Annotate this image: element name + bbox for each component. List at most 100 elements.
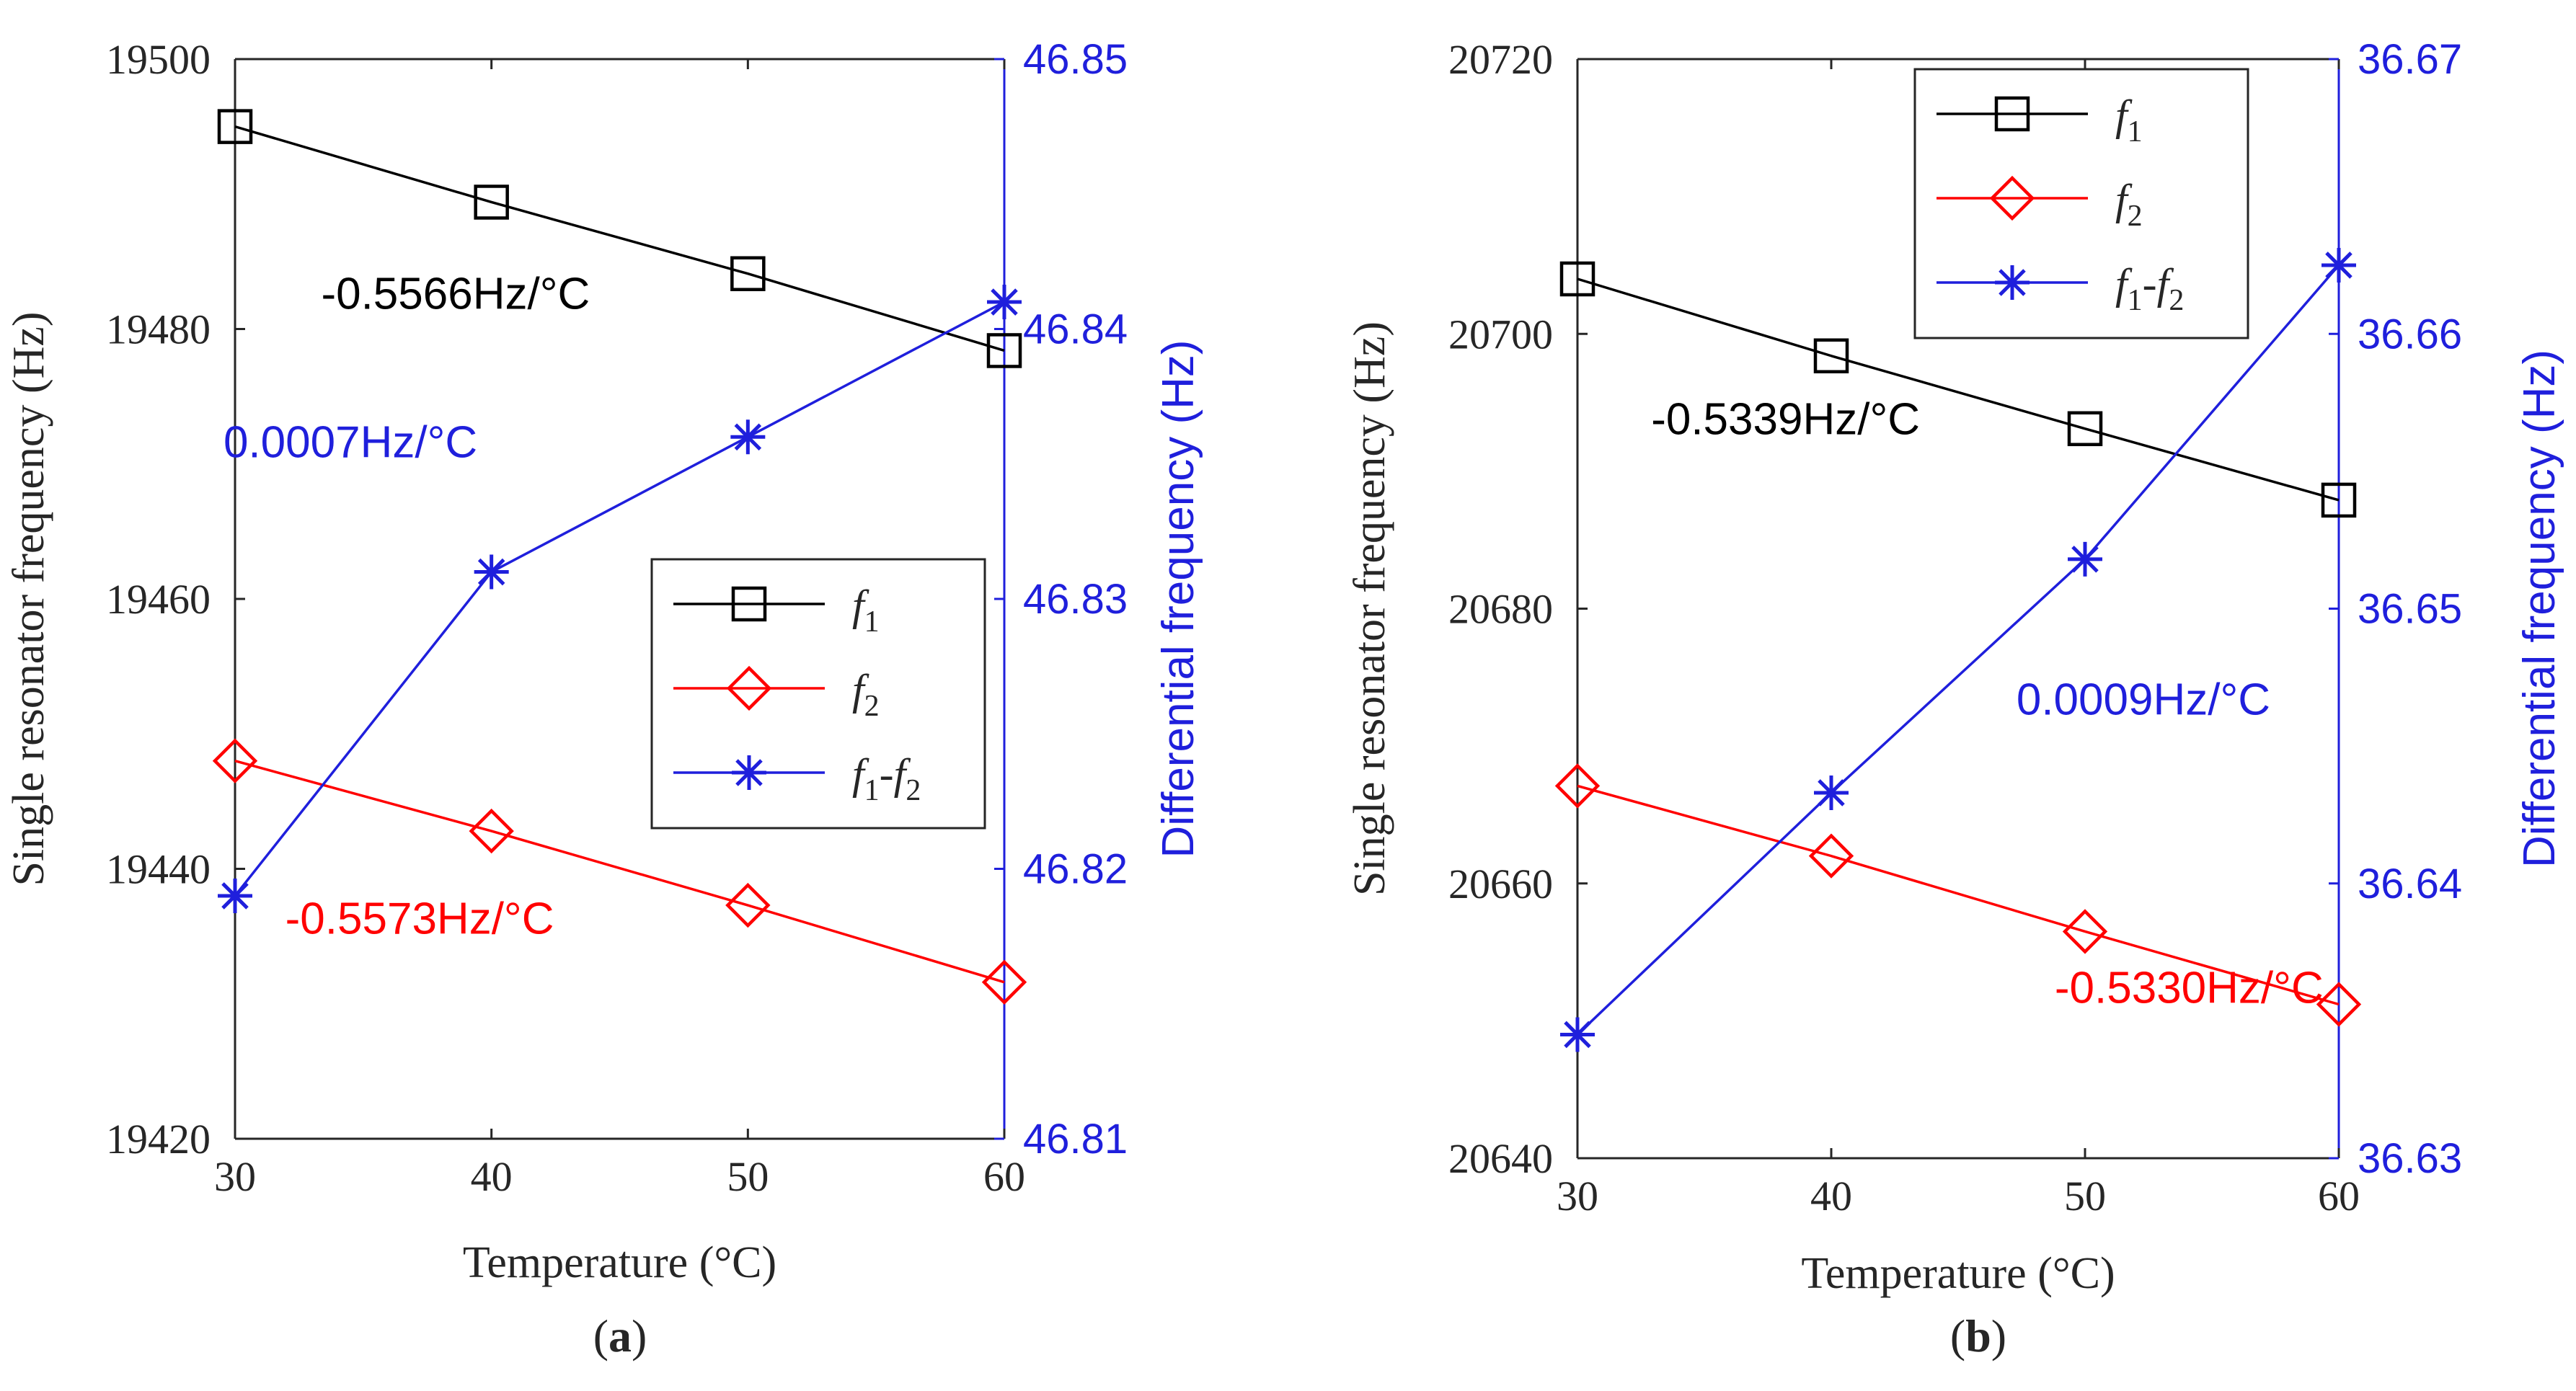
data-point-f2 bbox=[212, 738, 258, 783]
series-f1 bbox=[217, 109, 1022, 368]
right-y-axis-title: Differential frequency (Hz) bbox=[1154, 339, 1203, 858]
data-point-f1 bbox=[1813, 338, 1849, 373]
series-f1-f2 bbox=[218, 285, 1022, 913]
left-y-tick-label: 20680 bbox=[1448, 586, 1553, 633]
legend-marker-f1-f2 bbox=[732, 755, 766, 790]
slope-annotation: 0.0007Hz/°C bbox=[223, 417, 477, 467]
data-point-f1-f2 bbox=[2322, 247, 2356, 283]
left-y-tick-label: 19460 bbox=[106, 576, 211, 623]
panel-label: (b) bbox=[1950, 1310, 2006, 1361]
asterisk-stroke bbox=[2071, 546, 2099, 573]
data-point-f1 bbox=[2067, 411, 2103, 447]
data-point-f1-f2 bbox=[1814, 775, 1849, 810]
data-point-f2 bbox=[981, 959, 1027, 1005]
data-point-f2 bbox=[1808, 833, 1854, 879]
legend-marker-f2 bbox=[726, 665, 772, 711]
series-f1 bbox=[1559, 261, 2357, 518]
right-y-tick-label: 36.67 bbox=[2358, 36, 2462, 83]
data-point-f2 bbox=[2316, 982, 2362, 1027]
x-tick-label: 50 bbox=[2064, 1173, 2106, 1219]
legend-label-f1-f2: f1-f2 bbox=[2115, 260, 2184, 317]
data-point-f2 bbox=[469, 808, 514, 854]
slope-annotation: -0.5573Hz/°C bbox=[286, 894, 554, 943]
x-tick-label: 50 bbox=[727, 1153, 769, 1200]
data-point-f1-f2 bbox=[730, 419, 766, 455]
series-f1-f2 bbox=[1560, 247, 2356, 1052]
series-line-f2 bbox=[1577, 784, 2340, 1006]
legend-marker-f2 bbox=[1989, 175, 2035, 221]
legend-label-f1: f1 bbox=[852, 582, 880, 639]
asterisk-stroke bbox=[1564, 1021, 1591, 1049]
right-y-tick-label: 46.82 bbox=[1023, 846, 1128, 893]
data-point-f1 bbox=[1559, 261, 1595, 297]
asterisk-stroke bbox=[1818, 779, 1845, 806]
right-y-tick-label: 46.84 bbox=[1023, 306, 1128, 353]
left-y-tick-label: 19440 bbox=[106, 846, 211, 893]
data-point-f1-f2 bbox=[474, 554, 509, 590]
x-tick-label: 60 bbox=[2318, 1173, 2360, 1219]
asterisk-stroke bbox=[221, 882, 249, 910]
asterisk-stroke bbox=[477, 558, 505, 586]
asterisk-stroke bbox=[734, 423, 762, 451]
series-f2 bbox=[1554, 763, 2362, 1027]
data-point-f1 bbox=[2321, 482, 2357, 518]
left-y-axis-title: Single resonator frequency (Hz) bbox=[4, 311, 53, 886]
left-y-tick-label: 19500 bbox=[106, 36, 211, 83]
slope-annotation: -0.5339Hz/°C bbox=[1651, 394, 1920, 444]
series-line-f1-f2 bbox=[234, 301, 1005, 897]
left-y-tick-label: 19480 bbox=[106, 306, 211, 353]
x-tick-label: 40 bbox=[1810, 1173, 1852, 1219]
legend-marker-f1 bbox=[731, 586, 767, 622]
left-y-tick-label: 19420 bbox=[106, 1116, 211, 1163]
left-y-tick-label: 20700 bbox=[1448, 311, 1553, 357]
right-y-tick-label: 46.83 bbox=[1023, 576, 1128, 623]
data-point-f1 bbox=[217, 109, 253, 144]
data-point-f1-f2 bbox=[987, 285, 1022, 320]
series-line-f1 bbox=[1577, 277, 2340, 502]
asterisk-stroke bbox=[991, 288, 1018, 316]
series-line-f2 bbox=[234, 760, 1005, 984]
data-point-f2 bbox=[2062, 909, 2108, 954]
asterisk-stroke bbox=[2325, 252, 2353, 279]
series-line-f1 bbox=[234, 125, 1005, 352]
asterisk-stroke bbox=[1999, 269, 2026, 296]
data-point-f1-f2 bbox=[218, 878, 252, 913]
legend-marker-f1 bbox=[1994, 96, 2030, 132]
data-point-f2 bbox=[725, 882, 771, 928]
right-y-tick-label: 36.63 bbox=[2358, 1135, 2462, 1182]
data-point-f2 bbox=[1554, 763, 1601, 809]
legend-label-f2: f2 bbox=[852, 666, 880, 723]
right-y-tick-label: 36.64 bbox=[2358, 861, 2462, 907]
right-y-tick-label: 36.66 bbox=[2358, 311, 2462, 357]
left-y-axis-title: Single resonator frequency (Hz) bbox=[1345, 321, 1394, 896]
data-point-f1 bbox=[986, 333, 1022, 368]
chart-panel-a: 30 40 50 60 19420 19440 19460 19480 19500 46.81 46… bbox=[4, 36, 1203, 1361]
slope-annotation: -0.5566Hz/°C bbox=[321, 269, 590, 319]
legend-marker-f1-f2 bbox=[1995, 265, 2030, 300]
right-y-tick-label: 46.85 bbox=[1023, 36, 1128, 83]
slope-annotation: -0.5330Hz/°C bbox=[2055, 964, 2324, 1013]
x-tick-label: 30 bbox=[1557, 1173, 1598, 1219]
x-tick-label: 40 bbox=[471, 1153, 513, 1200]
x-axis-title: Temperature (°C) bbox=[463, 1238, 776, 1287]
chart-panel-b: 30 40 50 60 20640 20660 20680 20700 20720 36.63 36… bbox=[1345, 36, 2564, 1361]
right-y-tick-label: 46.81 bbox=[1023, 1116, 1128, 1163]
legend-box bbox=[1913, 68, 2249, 339]
data-point-f1-f2 bbox=[2068, 541, 2102, 577]
x-tick-label: 60 bbox=[983, 1153, 1025, 1200]
slope-annotation: 0.0009Hz/°C bbox=[2017, 675, 2270, 724]
left-y-tick-label: 20720 bbox=[1448, 36, 1553, 83]
legend-box bbox=[650, 558, 986, 830]
data-point-f1 bbox=[730, 256, 766, 291]
series-line-f1-f2 bbox=[1576, 264, 2340, 1036]
data-point-f1 bbox=[474, 185, 509, 220]
left-y-tick-label: 20660 bbox=[1448, 861, 1553, 907]
panel-label: (a) bbox=[593, 1310, 647, 1361]
right-y-tick-label: 36.65 bbox=[2358, 586, 2462, 633]
left-y-tick-label: 20640 bbox=[1448, 1135, 1553, 1182]
x-axis-title: Temperature (°C) bbox=[1801, 1249, 2115, 1298]
data-point-f1-f2 bbox=[1560, 1017, 1595, 1052]
